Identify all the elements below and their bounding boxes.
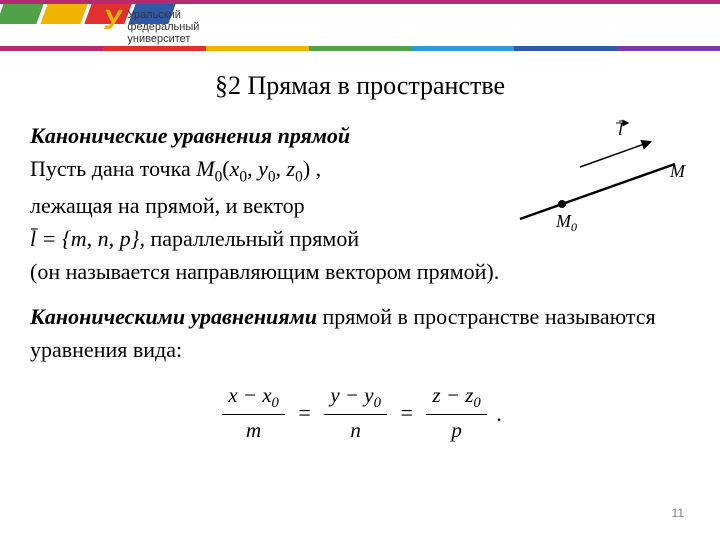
rainbow-7 — [617, 46, 720, 51]
diagram-m0-dot — [558, 200, 566, 208]
p5-lead: Каноническими уравнениями — [30, 304, 317, 329]
p1-y-sub: 0 — [268, 168, 276, 185]
header-rainbow — [0, 46, 720, 51]
header: У Уральский федеральный университет — [0, 0, 720, 60]
para-4: (он называется направляющим вектором пря… — [30, 255, 690, 288]
logo: У Уральский федеральный университет — [104, 6, 199, 45]
frac-z-num-a: z − z — [432, 383, 473, 407]
frac-z: z − z0 p — [422, 380, 490, 447]
p1-close: ) , — [303, 156, 321, 181]
p1-m: M — [196, 156, 214, 181]
p1-x-sub: 0 — [239, 168, 247, 185]
frac-x: x − x0 m — [218, 380, 289, 447]
frac-y-num-a: y − y — [330, 383, 373, 407]
para-1: Пусть дана точка M0(x0, y0, z0) , — [30, 152, 484, 189]
p1-y: y — [258, 156, 268, 181]
frac-y-den: n — [324, 415, 387, 447]
rainbow-6 — [514, 46, 617, 51]
p1-x: x — [230, 156, 240, 181]
stripe-1 — [0, 4, 44, 24]
frac-y-num: y − y0 — [324, 380, 387, 415]
rainbow-2 — [103, 46, 206, 51]
eq-2: = — [396, 400, 416, 425]
rainbow-3 — [206, 46, 309, 51]
section-title: §2 Прямая в пространстве — [30, 66, 690, 105]
formula-dot: . — [496, 400, 502, 425]
logo-line-1: Уральский — [127, 9, 199, 21]
frac-y-num-sub: 0 — [374, 395, 381, 411]
content: §2 Прямая в пространстве Канонические ур… — [30, 60, 690, 446]
frac-z-num-sub: 0 — [473, 395, 480, 411]
diagram-m-label: M — [669, 161, 686, 181]
rainbow-5 — [411, 46, 514, 51]
diagram-m0-label: M0 — [555, 211, 577, 234]
frac-x-num: x − x0 — [222, 380, 285, 415]
p1-text: Пусть дана точка — [30, 156, 196, 181]
logo-line-2: федеральный — [127, 21, 199, 33]
p3-text: параллельный прямой — [150, 226, 359, 251]
canonical-formula: x − x0 m = y − y0 n = z − z0 p . — [30, 380, 690, 447]
intro-row: Канонические уравнения прямой Пусть дана… — [30, 119, 690, 255]
intro-text: Канонические уравнения прямой Пусть дана… — [30, 119, 484, 255]
logo-text: Уральский федеральный университет — [127, 6, 199, 45]
frac-x-num-sub: 0 — [272, 395, 279, 411]
frac-z-num: z − z0 — [426, 380, 486, 415]
slide: У Уральский федеральный университет §2 П… — [0, 0, 720, 540]
p3-formula: l̄ = {m, n, p}, — [30, 226, 145, 251]
page-number: 11 — [672, 506, 684, 520]
rainbow-1 — [0, 46, 103, 51]
para-5: Каноническими уравнениями прямой в прост… — [30, 300, 690, 366]
diagram-l-label: l̄ — [618, 119, 625, 139]
rainbow-4 — [309, 46, 412, 51]
line-diagram: l̄ M M0 — [500, 119, 690, 239]
logo-letter: У — [102, 6, 123, 34]
diagram-vector-l — [580, 142, 650, 167]
p1-open: ( — [222, 156, 229, 181]
frac-z-den: p — [426, 415, 486, 447]
p1-z: z — [287, 156, 296, 181]
para-3: l̄ = {m, n, p}, параллельный прямой — [30, 222, 484, 255]
frac-x-num-a: x − x — [228, 383, 271, 407]
diagram-svg: l̄ M M0 — [500, 119, 690, 239]
p1-z-sub: 0 — [295, 168, 303, 185]
subtitle: Канонические уравнения прямой — [30, 119, 484, 152]
stripe-2 — [40, 4, 87, 24]
frac-x-den: m — [222, 415, 285, 447]
para-2: лежащая на прямой, и вектор — [30, 189, 484, 222]
frac-y: y − y0 n — [320, 380, 391, 447]
diagram-line — [520, 164, 675, 219]
eq-1: = — [294, 400, 314, 425]
logo-line-3: университет — [127, 33, 199, 45]
